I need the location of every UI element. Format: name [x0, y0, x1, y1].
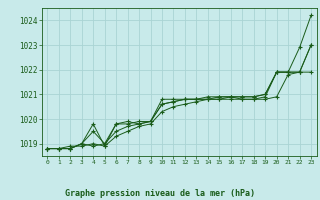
Text: Graphe pression niveau de la mer (hPa): Graphe pression niveau de la mer (hPa) [65, 189, 255, 198]
